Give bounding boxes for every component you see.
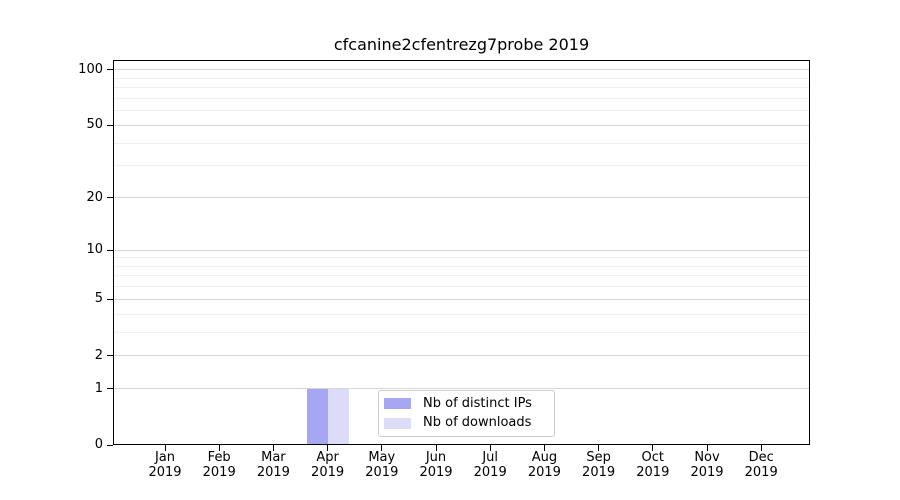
x-tick-label: Oct 2019 [636, 450, 670, 480]
x-tick-mark [598, 445, 600, 451]
x-tick-mark [381, 445, 383, 451]
y-tick-label: 10 [86, 242, 103, 258]
x-tick-label: Nov 2019 [690, 450, 724, 480]
minor-gridline [113, 257, 810, 259]
y-tick-label: 2 [94, 347, 103, 363]
legend-label-downloads: Nb of downloads [423, 415, 532, 431]
x-tick-label: Jul 2019 [473, 450, 507, 480]
x-tick-label: Feb 2019 [202, 450, 236, 480]
x-tick-label: Jun 2019 [419, 450, 453, 480]
bar-nb-of-downloads [327, 388, 349, 445]
x-tick-mark [218, 445, 220, 451]
y-tick-mark [107, 124, 113, 126]
x-tick-label: May 2019 [365, 450, 399, 480]
y-tick-mark [107, 388, 113, 390]
minor-gridline [113, 165, 810, 167]
major-gridline [113, 197, 810, 198]
major-gridline [113, 388, 810, 390]
minor-gridline [113, 313, 810, 315]
chart-title: cfcanine2cfentrezg7probe 2019 [333, 35, 590, 54]
major-gridline [113, 124, 810, 126]
x-tick-label: Sep 2019 [582, 450, 616, 480]
x-tick-mark [543, 445, 545, 451]
minor-gridline [113, 331, 810, 333]
bar-nb-of-distinct-ips [306, 388, 328, 445]
y-tick-mark [107, 249, 113, 251]
minor-gridline [113, 142, 810, 144]
minor-gridline [113, 286, 810, 288]
y-tick-label: 0 [94, 437, 103, 452]
y-tick-label: 50 [86, 117, 103, 133]
plot-area: Nb of distinct IPs Nb of downloads [113, 60, 810, 445]
minor-gridline [113, 265, 810, 267]
major-gridline [113, 249, 810, 251]
major-gridline [113, 298, 810, 300]
minor-gridline [113, 77, 810, 79]
major-gridline [113, 355, 810, 357]
minor-gridline [113, 97, 810, 99]
y-tick-label: 5 [94, 291, 103, 307]
y-tick-label: 20 [86, 189, 103, 205]
y-tick-mark [107, 444, 113, 446]
legend: Nb of distinct IPs Nb of downloads [378, 390, 555, 437]
major-gridline [113, 69, 810, 71]
x-tick-mark [327, 445, 329, 451]
y-tick-mark [107, 298, 113, 300]
x-tick-label: Dec 2019 [744, 450, 778, 480]
y-tick-mark [107, 355, 113, 357]
x-tick-label: Apr 2019 [311, 450, 345, 480]
y-tick-label: 1 [94, 380, 103, 396]
x-tick-mark [489, 445, 491, 451]
legend-item-downloads: Nb of downloads [384, 414, 548, 434]
x-tick-mark [272, 445, 274, 451]
x-tick-mark [652, 445, 654, 451]
x-tick-mark [760, 445, 762, 451]
legend-label-distinct-ips: Nb of distinct IPs [423, 395, 532, 411]
y-tick-mark [107, 197, 113, 198]
legend-item-distinct-ips: Nb of distinct IPs [384, 394, 548, 414]
x-tick-label: Aug 2019 [527, 450, 561, 480]
minor-gridline [113, 275, 810, 277]
legend-swatch-downloads [384, 417, 411, 429]
legend-swatch-distinct-ips [384, 398, 411, 410]
x-tick-mark [435, 445, 437, 451]
minor-gridline [113, 87, 810, 89]
x-tick-mark [706, 445, 708, 451]
x-tick-label: Jan 2019 [148, 450, 182, 480]
minor-gridline [113, 110, 810, 112]
y-tick-mark [107, 69, 113, 71]
x-tick-mark [164, 445, 166, 451]
x-tick-label: Mar 2019 [256, 450, 290, 480]
y-tick-label: 100 [78, 61, 103, 77]
